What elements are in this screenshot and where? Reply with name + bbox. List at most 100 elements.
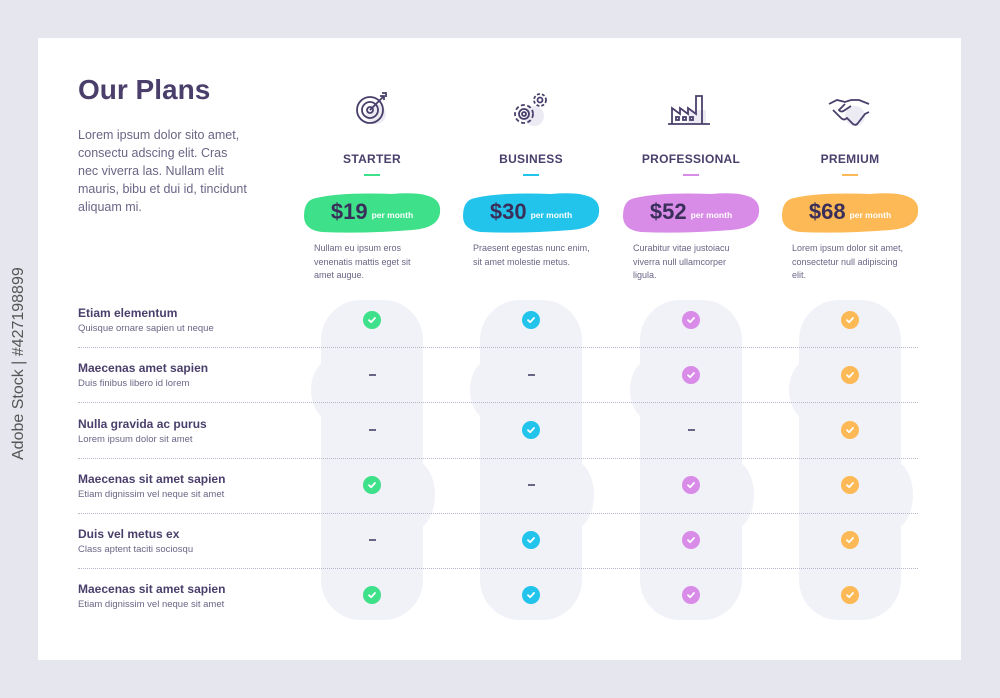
check-icon <box>681 475 701 495</box>
feature-subtitle: Quisque ornare sapien ut neque <box>78 323 214 334</box>
intro-text: Lorem ipsum dolor sito amet, consectu ad… <box>78 128 247 214</box>
dash-icon <box>362 365 382 385</box>
column-background-professional <box>630 300 754 620</box>
dash-mark <box>687 429 695 431</box>
check-circle <box>841 586 859 604</box>
check-icon <box>681 310 701 330</box>
price-badge: $19 per month <box>302 190 442 234</box>
feature-title: Maecenas sit amet sapien <box>78 472 226 486</box>
check-icon <box>840 475 860 495</box>
gears-icon <box>451 88 611 132</box>
check-circle <box>682 311 700 329</box>
plan-description: Lorem ipsum dolor sit amet, consectetur … <box>792 243 904 280</box>
price: $52 <box>649 199 687 224</box>
plan-premium: PREMIUM $68 per month Lorem ipsum dolor s… <box>770 88 930 283</box>
check-circle <box>363 476 381 494</box>
feature-title: Maecenas amet sapien <box>78 361 209 375</box>
feature-row-label: Duis vel metus ex Class aptent taciti so… <box>78 527 278 555</box>
check-circle <box>841 531 859 549</box>
check-circle <box>363 586 381 604</box>
plan-name: STARTER <box>343 152 401 166</box>
check-circle <box>841 476 859 494</box>
price: $30 <box>489 199 527 224</box>
check-icon <box>521 530 541 550</box>
feature-row-label: Nulla gravida ac purus Lorem ipsum dolor… <box>78 417 278 445</box>
check-icon <box>521 585 541 605</box>
price-period: per month <box>849 210 892 220</box>
dash-icon <box>362 420 382 440</box>
check-circle <box>522 586 540 604</box>
price-period: per month <box>371 210 414 220</box>
row-divider <box>78 513 918 514</box>
check-icon <box>681 530 701 550</box>
check-icon <box>681 365 701 385</box>
plan-name: PROFESSIONAL <box>641 152 741 166</box>
check-circle <box>682 531 700 549</box>
check-circle <box>841 421 859 439</box>
plan-description: Nullam eu ipsum eros venenatis mattis eg… <box>314 243 411 280</box>
plan-description: Praesent egestas nunc enim, sit amet mol… <box>473 243 590 267</box>
plan-starter: STARTER $19 per month Nullam eu ipsum ero… <box>292 88 452 283</box>
feature-subtitle: Etiam dignissim vel neque sit amet <box>78 489 225 500</box>
column-background-premium <box>789 300 913 620</box>
row-divider <box>78 402 918 403</box>
check-circle <box>682 476 700 494</box>
feature-subtitle: Class aptent taciti sociosqu <box>78 544 194 555</box>
check-icon <box>362 585 382 605</box>
plan-underline <box>523 174 539 176</box>
check-circle <box>363 311 381 329</box>
feature-row-label: Etiam elementum Quisque ornare sapien ut… <box>78 306 278 334</box>
check-icon <box>681 585 701 605</box>
check-circle <box>841 366 859 384</box>
check-circle <box>682 586 700 604</box>
check-circle <box>841 311 859 329</box>
check-icon <box>840 530 860 550</box>
plan-business: BUSINESS $30 per month Praesent egestas n… <box>451 88 611 269</box>
page-title: Our Plans <box>78 74 211 105</box>
row-divider <box>78 568 918 569</box>
check-circle <box>522 311 540 329</box>
check-circle <box>522 421 540 439</box>
check-icon <box>840 310 860 330</box>
check-icon <box>521 420 541 440</box>
check-icon <box>840 585 860 605</box>
price-period: per month <box>690 210 733 220</box>
dash-mark <box>527 374 535 376</box>
check-circle <box>682 366 700 384</box>
feature-title: Maecenas sit amet sapien <box>78 582 226 596</box>
dash-mark <box>368 539 376 541</box>
dash-mark <box>527 484 535 486</box>
plan-underline <box>364 174 380 176</box>
check-icon <box>840 420 860 440</box>
price: $68 <box>808 199 846 224</box>
feature-title: Nulla gravida ac purus <box>78 417 207 431</box>
feature-row-label: Maecenas sit amet sapien Etiam dignissim… <box>78 582 278 610</box>
price-badge: $52 per month <box>621 190 761 234</box>
price-badge: $30 per month <box>461 190 601 234</box>
plan-underline <box>683 174 699 176</box>
watermark: Adobe Stock | #427198899 <box>10 267 27 460</box>
row-divider <box>78 458 918 459</box>
dash-mark <box>368 374 376 376</box>
handshake-icon <box>770 88 930 132</box>
check-icon <box>362 310 382 330</box>
feature-subtitle: Lorem ipsum dolor sit amet <box>78 434 193 445</box>
dash-icon <box>681 420 701 440</box>
dash-icon <box>362 530 382 550</box>
feature-title: Duis vel metus ex <box>78 527 180 541</box>
column-background-starter <box>311 300 435 620</box>
dash-icon <box>521 475 541 495</box>
target-icon <box>292 88 452 132</box>
feature-title: Etiam elementum <box>78 306 178 320</box>
check-circle <box>522 531 540 549</box>
plan-professional: PROFESSIONAL $52 per month Curabitur vita… <box>611 88 771 283</box>
dash-icon <box>521 365 541 385</box>
plan-underline <box>842 174 858 176</box>
dash-mark <box>368 429 376 431</box>
feature-row-label: Maecenas amet sapien Duis finibus libero… <box>78 361 278 389</box>
row-divider <box>78 347 918 348</box>
plan-description: Curabitur vitae justoiacu viverra null u… <box>633 243 730 280</box>
column-background-business <box>470 300 594 620</box>
factory-icon <box>611 88 771 132</box>
price-period: per month <box>530 210 573 220</box>
